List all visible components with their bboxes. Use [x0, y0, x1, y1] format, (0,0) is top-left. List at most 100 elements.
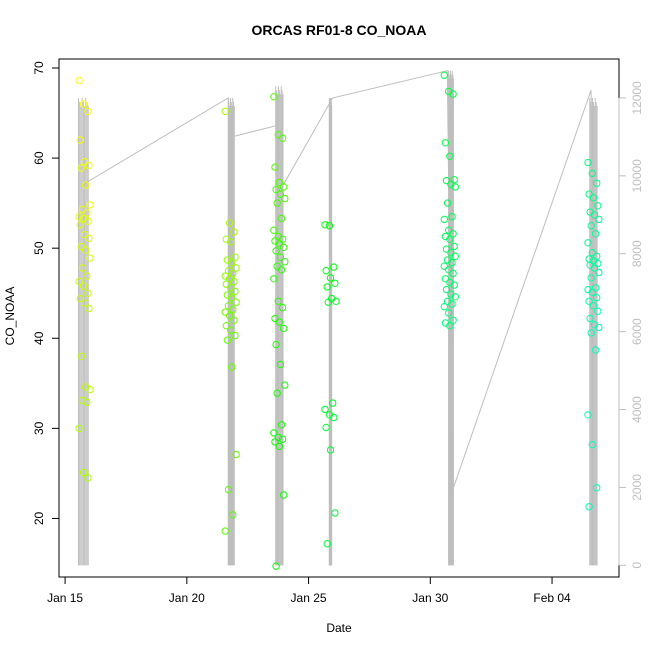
data-point — [451, 183, 459, 191]
data-point — [230, 316, 238, 324]
data-point — [591, 346, 600, 354]
data-point — [230, 228, 238, 236]
data-point — [450, 242, 458, 251]
data-point — [595, 268, 603, 277]
data-point — [446, 152, 454, 161]
data-point — [281, 258, 289, 266]
data-point — [223, 336, 232, 344]
data-point — [451, 252, 459, 260]
data-point — [228, 258, 236, 267]
data-point — [75, 277, 83, 286]
data-point — [324, 298, 332, 306]
data-point — [589, 194, 598, 202]
data-point — [75, 424, 83, 433]
y2-tick-label: 6000 — [630, 318, 644, 345]
data-point — [221, 107, 229, 116]
data-point — [232, 450, 240, 459]
data-point — [446, 322, 454, 330]
data-point — [272, 185, 280, 194]
data-point — [80, 158, 89, 166]
data-point — [77, 164, 86, 172]
data-point — [80, 299, 89, 307]
data-point — [227, 284, 235, 292]
data-point — [229, 305, 237, 314]
data-point — [79, 100, 88, 108]
data-point — [448, 300, 456, 308]
data-point — [270, 226, 278, 234]
data-point — [274, 297, 282, 305]
data-point — [280, 491, 288, 499]
data-point — [587, 222, 595, 230]
data-point — [276, 190, 285, 198]
data-point — [78, 264, 87, 272]
data-point — [445, 309, 453, 317]
data-point — [272, 247, 280, 255]
data-point — [584, 411, 592, 419]
altitude-series — [77, 70, 598, 566]
y-tick-label: 40 — [32, 331, 46, 345]
data-point — [270, 429, 278, 437]
data-point — [84, 107, 92, 116]
data-point — [277, 214, 286, 223]
data-point — [272, 562, 280, 570]
data-point — [442, 245, 451, 253]
data-point — [595, 215, 603, 224]
data-point — [280, 243, 288, 252]
x-tick-label: Jan 20 — [169, 591, 205, 605]
y-axis-label: CO_NOAA — [3, 287, 17, 346]
data-point — [326, 446, 335, 454]
data-point — [442, 176, 451, 185]
data-point — [221, 527, 229, 535]
y2-tick-label: 12000 — [630, 81, 644, 115]
y2-tick-label: 0 — [630, 562, 644, 569]
data-point — [231, 287, 239, 296]
y2-tick-label: 4000 — [630, 396, 644, 423]
y-tick-label: 30 — [32, 421, 46, 435]
data-point — [84, 289, 92, 297]
data-point — [228, 294, 236, 302]
data-point — [332, 297, 340, 305]
data-point — [594, 202, 602, 210]
data-point — [322, 267, 330, 275]
y-tick-label: 70 — [32, 61, 46, 75]
data-point — [85, 161, 93, 170]
data-point — [323, 283, 331, 291]
data-point — [329, 399, 337, 407]
data-point — [321, 221, 329, 229]
data-point — [221, 308, 229, 316]
data-point — [587, 329, 595, 337]
data-point — [227, 326, 235, 334]
data-point — [75, 213, 83, 221]
data-point — [278, 134, 287, 143]
data-point — [447, 249, 455, 257]
data-point — [445, 266, 453, 274]
plot-frame — [58, 58, 620, 578]
data-point — [224, 302, 233, 310]
data-point — [441, 275, 450, 283]
data-point — [330, 263, 338, 271]
data-point — [321, 405, 329, 414]
data-point — [224, 485, 233, 494]
data-point — [449, 90, 457, 98]
y-tick-label: 50 — [32, 241, 46, 255]
data-point — [270, 275, 278, 283]
x-axis: Jan 15 Jan 20 Jan 25 Jan 30 Feb 04 — [47, 576, 571, 605]
data-point — [280, 183, 288, 191]
data-point — [445, 226, 453, 234]
data-point — [83, 272, 91, 280]
data-point — [275, 442, 283, 451]
data-point — [222, 322, 231, 330]
data-point — [322, 423, 330, 432]
x-tick-label: Jan 30 — [412, 591, 448, 605]
data-point — [229, 269, 237, 278]
data-point — [79, 282, 88, 290]
data-point — [86, 254, 94, 262]
data-point — [83, 209, 91, 217]
data-point — [273, 389, 281, 397]
data-point — [86, 201, 94, 209]
data-point — [449, 316, 457, 324]
data-point — [232, 298, 240, 306]
data-point — [593, 484, 601, 492]
data-point — [323, 540, 331, 548]
data-point — [80, 231, 89, 239]
